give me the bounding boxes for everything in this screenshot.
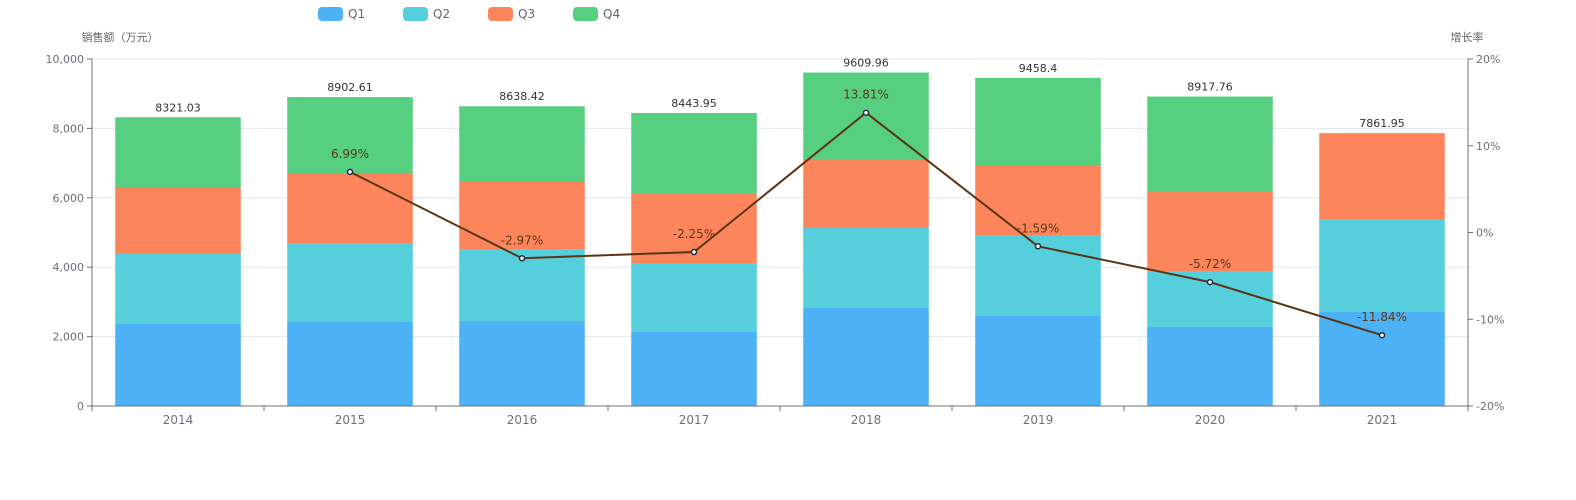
- x-tick-label: 2015: [335, 413, 366, 427]
- bar-segment-q2-2017[interactable]: [631, 263, 757, 332]
- growth-rate-label: -2.25%: [673, 227, 715, 241]
- bar-segment-q3-2015[interactable]: [287, 172, 413, 244]
- legend-item-q1[interactable]: Q1: [318, 7, 365, 21]
- bar-total-label: 8321.03: [155, 101, 201, 114]
- bar-segment-q3-2021[interactable]: [1319, 133, 1445, 220]
- bar-total-label: 8443.95: [671, 97, 717, 110]
- growth-rate-point[interactable]: [346, 168, 354, 176]
- bar-total-label: 9458.4: [1019, 62, 1058, 75]
- y-right-axis-title: 增长率: [1451, 30, 1484, 44]
- bar-segment-q4-2020[interactable]: [1147, 96, 1273, 193]
- y-right-tick-label: -10%: [1476, 313, 1504, 326]
- x-tick-label: 2014: [163, 413, 194, 427]
- x-tick-label: 2021: [1367, 413, 1398, 427]
- bar-total-label: 8638.42: [499, 90, 545, 103]
- bar-segment-q4-2014[interactable]: [115, 117, 241, 189]
- bar-segment-q3-2018[interactable]: [803, 160, 929, 228]
- bar-segment-q4-2016[interactable]: [459, 106, 585, 183]
- y-right-tick-label: 0%: [1476, 227, 1493, 240]
- x-tick-label: 2019: [1023, 413, 1054, 427]
- y-left-tick-label: 2,000: [53, 331, 85, 344]
- bar-segment-q3-2014[interactable]: [115, 188, 241, 254]
- y-left-tick-label: 8,000: [53, 122, 85, 135]
- x-tick-label: 2020: [1195, 413, 1226, 427]
- y-left-tick-label: 4,000: [53, 261, 85, 274]
- bar-totals-group: 8321.03 8902.61 8638.42 8443.95 9609.96 9458.…: [155, 57, 1405, 131]
- growth-rate-label: -2.97%: [501, 233, 543, 247]
- legend: Q1 Q2 Q3 Q4: [318, 7, 620, 21]
- bar-segment-q1-2017[interactable]: [631, 331, 757, 406]
- axes-group: 0 2,000 4,000 6,000 8,000 10,000 -20% -10% 0% 10%…: [46, 53, 1505, 427]
- bar-segment-q1-2020[interactable]: [1147, 326, 1273, 406]
- bar-segment-q4-2015[interactable]: [287, 97, 413, 173]
- bars-group: [115, 72, 1445, 406]
- y-left-axis-title: 销售额（万元）: [82, 30, 159, 44]
- legend-label: Q1: [348, 7, 365, 21]
- legend-label: Q3: [518, 7, 535, 21]
- bar-segment-q2-2021[interactable]: [1319, 219, 1445, 312]
- bar-total-label: 9609.96: [843, 57, 889, 70]
- x-tick-label: 2016: [507, 413, 538, 427]
- growth-line-group: 6.99% -2.97% -2.25% 13.81% -1.59% -5.72% -11.8…: [331, 88, 1407, 339]
- bar-segment-q4-2017[interactable]: [631, 112, 757, 194]
- bar-segment-q3-2020[interactable]: [1147, 192, 1273, 272]
- growth-rate-label: 6.99%: [331, 147, 369, 161]
- y-right-tick-label: -20%: [1476, 400, 1504, 413]
- bar-segment-q2-2014[interactable]: [115, 253, 241, 325]
- growth-rate-point[interactable]: [862, 109, 870, 116]
- y-left-tick-label: 6,000: [53, 192, 85, 205]
- bar-segment-q1-2014[interactable]: [115, 324, 241, 406]
- y-right-tick-label: 20%: [1476, 53, 1500, 66]
- legend-swatch-icon: [573, 7, 598, 21]
- legend-label: Q2: [433, 7, 450, 21]
- y-left-tick-label: 0: [77, 400, 84, 413]
- growth-rate-point[interactable]: [1378, 331, 1386, 339]
- y-left-tick-label: 10,000: [46, 53, 85, 66]
- growth-rate-point[interactable]: [518, 255, 526, 262]
- bar-segment-q3-2019[interactable]: [975, 165, 1101, 235]
- bar-segment-q1-2016[interactable]: [459, 320, 585, 406]
- legend-item-q2[interactable]: Q2: [403, 7, 450, 21]
- legend-swatch-icon: [403, 7, 428, 21]
- legend-swatch-icon: [488, 7, 513, 21]
- bar-segment-q2-2015[interactable]: [287, 243, 413, 322]
- bar-total-label: 8902.61: [327, 81, 373, 94]
- x-tick-label: 2017: [679, 413, 710, 427]
- growth-rate-point[interactable]: [1206, 278, 1214, 286]
- legend-swatch-icon: [318, 7, 343, 21]
- growth-rate-label: -1.59%: [1017, 221, 1059, 235]
- bar-segment-q1-2021[interactable]: [1319, 311, 1445, 406]
- growth-rate-label: 13.81%: [843, 88, 889, 102]
- growth-rate-point[interactable]: [690, 248, 698, 256]
- legend-item-q3[interactable]: Q3: [488, 7, 535, 21]
- y-right-tick-label: 10%: [1476, 140, 1500, 153]
- bar-segment-q1-2015[interactable]: [287, 321, 413, 406]
- growth-rate-point[interactable]: [1034, 243, 1042, 250]
- growth-rate-label: -11.84%: [1357, 310, 1407, 324]
- bar-segment-q4-2019[interactable]: [975, 77, 1101, 166]
- bar-segment-q2-2018[interactable]: [803, 227, 929, 309]
- bar-segment-q1-2019[interactable]: [975, 315, 1101, 406]
- bar-total-label: 8917.76: [1187, 81, 1233, 94]
- legend-label: Q4: [603, 7, 620, 21]
- growth-rate-label: -5.72%: [1189, 257, 1231, 271]
- bar-total-label: 7861.95: [1359, 117, 1405, 130]
- x-tick-label: 2018: [851, 413, 882, 427]
- bar-segment-q1-2018[interactable]: [803, 308, 929, 406]
- legend-item-q4[interactable]: Q4: [573, 7, 620, 21]
